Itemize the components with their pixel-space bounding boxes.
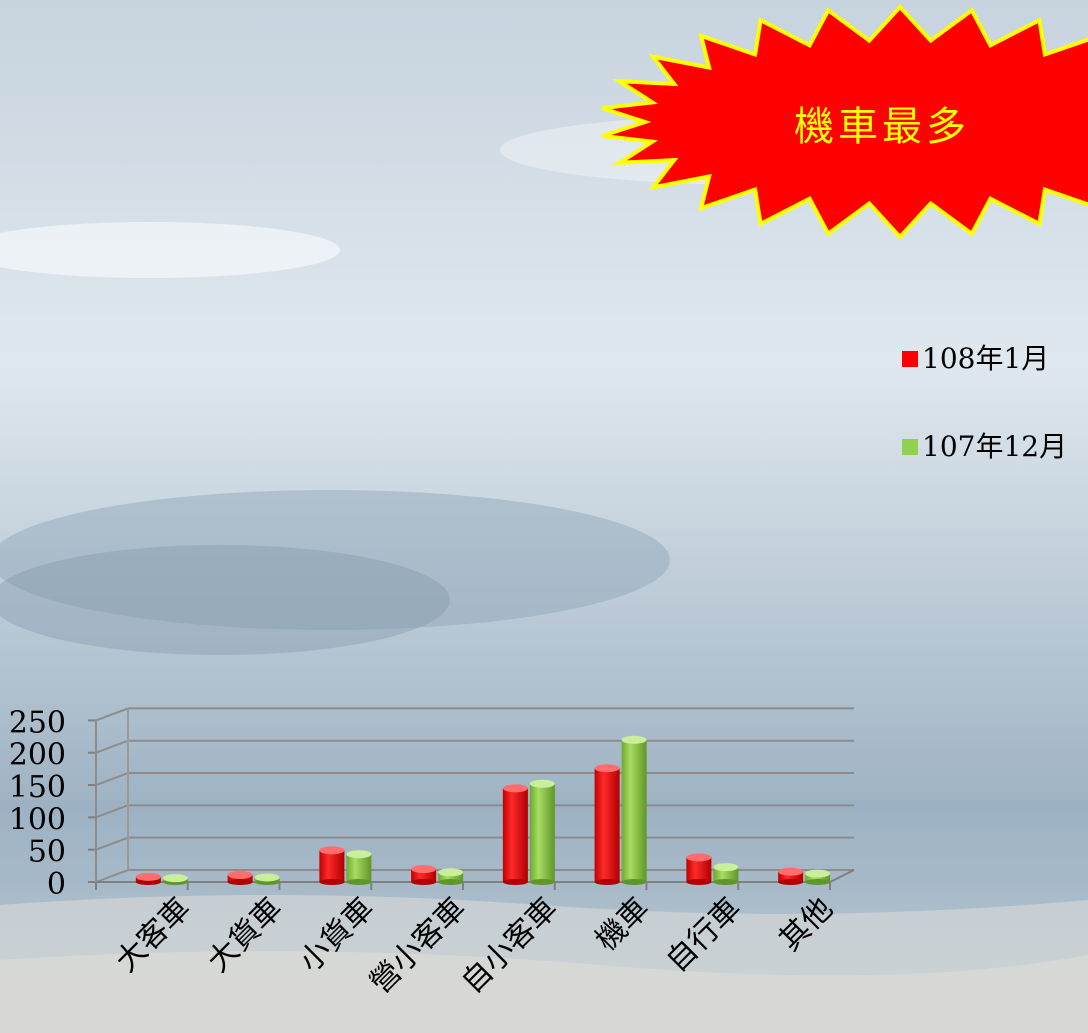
bar-bottom-cap [713,879,739,885]
y-tick-label: 250 [9,705,66,740]
bar-top-cap [621,735,647,744]
bar-top-cap [529,779,555,788]
gridline-stub-150 [95,772,129,786]
bar-body [529,783,555,882]
bar-series-2 [621,735,647,885]
annotation-text: 機車最多 [794,104,970,150]
bar-bottom-cap [529,879,555,885]
bar-series-1 [135,872,161,885]
gridline-stub-0 [95,869,129,883]
bar-top-cap [162,874,188,883]
bars [135,735,831,885]
bar-series-1 [319,846,345,885]
legend-label: 107年12月 [922,430,1067,463]
bar-bottom-cap [227,879,253,885]
bar-top-cap [227,870,253,879]
bar-body [346,854,372,882]
bar-body [686,857,712,882]
bar-body [502,788,528,882]
bar-body [713,867,739,882]
bar-bottom-cap [594,879,620,885]
bar-bottom-cap [502,879,528,885]
gridline-stub-50 [95,836,129,851]
bar-series-2 [346,850,372,885]
bar-series-1 [411,865,437,885]
gridline-stub-200 [95,739,129,754]
bar-series-2 [713,863,739,885]
bar-series-1 [686,853,712,885]
bar-top-cap [135,872,161,881]
y-tick-label: 50 [28,835,66,870]
bar-series-1 [778,867,804,885]
bar-series-2 [254,873,280,885]
bar-series-2 [805,869,831,885]
bar-top-cap [713,863,739,872]
bar-body [778,871,804,882]
bar-top-cap [594,764,620,773]
bar-top-cap [346,850,372,859]
bar-bottom-cap [319,879,345,885]
x-axis-floor-edge [829,869,855,883]
bar-top-cap [411,865,437,874]
bar-body [805,873,831,882]
bar-body [594,768,620,882]
starburst-shape [601,4,1088,240]
gridline-stub-100 [95,804,129,819]
bar-top-cap [805,869,831,878]
y-tick-label: 200 [9,738,66,773]
bar-bottom-cap [805,879,831,885]
gridline-stub-250 [95,707,129,722]
legend-swatch [902,351,918,367]
y-tick-label: 150 [9,770,66,805]
bar-bottom-cap [438,879,464,885]
legend-swatch [902,439,918,455]
bar-top-cap [319,846,345,855]
bar-series-1 [227,870,253,885]
bar-bottom-cap [778,879,804,885]
bar-body [621,739,647,882]
bar-bottom-cap [135,879,161,885]
bar-body [319,850,345,882]
bar-series-1 [594,764,620,885]
bar-series-2 [162,874,188,885]
bar-bottom-cap [346,879,372,885]
bar-body [438,872,464,882]
bar-series-2 [529,779,555,885]
bar-series-2 [438,868,464,885]
bar-top-cap [438,868,464,877]
y-tick-label: 0 [47,867,66,902]
bar-bottom-cap [686,879,712,885]
bar-top-cap [778,867,804,876]
bar-bottom-cap [411,879,437,885]
bar-top-cap [502,784,528,793]
y-tick-label: 100 [9,802,66,837]
legend: 108年1月 107年12月 [902,342,1067,463]
bar-series-1 [502,784,528,885]
annotation-starburst: 機車最多 [601,4,1088,240]
bar-top-cap [686,853,712,862]
bar-bottom-cap [621,879,647,885]
legend-label: 108年1月 [922,342,1049,375]
bar-top-cap [254,873,280,882]
